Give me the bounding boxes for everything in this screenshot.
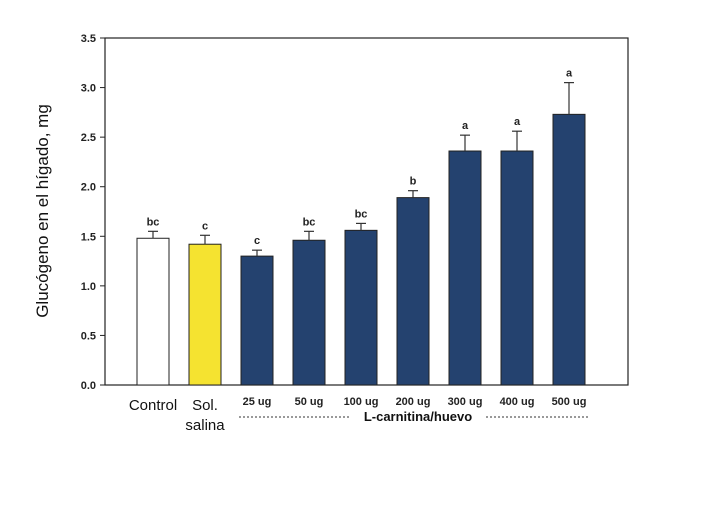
significance-label: bc xyxy=(303,216,316,228)
bar xyxy=(396,197,430,386)
y-tick-label: 0.5 xyxy=(81,330,96,342)
significance-label: a xyxy=(462,120,469,132)
category-label-line2: salina xyxy=(185,417,225,434)
category-label: 100 ug xyxy=(344,396,379,408)
y-tick-label: 0.0 xyxy=(81,380,96,392)
category-label: 200 ug xyxy=(396,396,431,408)
y-tick-label: 3.5 xyxy=(81,33,96,45)
significance-label: a xyxy=(514,116,521,128)
bar xyxy=(344,229,378,386)
significance-label: c xyxy=(254,235,260,247)
group-label: L-carnitina/huevo xyxy=(364,409,472,424)
category-label: Sol. xyxy=(192,397,218,414)
y-tick-label: 2.0 xyxy=(81,182,96,194)
category-label: 500 ug xyxy=(552,396,587,408)
bars xyxy=(136,82,586,386)
category-label: Control xyxy=(129,397,177,414)
significance-label: a xyxy=(566,68,573,80)
significance-label: b xyxy=(410,176,417,188)
category-label: 50 ug xyxy=(295,396,324,408)
bar xyxy=(448,150,482,386)
labels: 0.00.51.01.52.02.53.03.5bcControlcSol.sa… xyxy=(81,33,587,434)
significance-label: bc xyxy=(147,216,160,228)
y-tick-label: 2.5 xyxy=(81,132,96,144)
bar xyxy=(136,237,170,386)
bar xyxy=(500,150,534,386)
category-label: 400 ug xyxy=(500,396,535,408)
category-label: 300 ug xyxy=(448,396,483,408)
significance-label: c xyxy=(202,220,208,232)
bar xyxy=(552,113,586,386)
y-axis-label: Glucógeno en el hígado, mg xyxy=(33,104,52,318)
y-tick-label: 1.0 xyxy=(81,281,96,293)
significance-label: bc xyxy=(355,208,368,220)
bar xyxy=(240,255,274,386)
bar xyxy=(292,239,326,386)
y-tick-label: 3.0 xyxy=(81,83,96,95)
bar xyxy=(188,243,222,386)
y-tick-label: 1.5 xyxy=(81,231,96,243)
category-label: 25 ug xyxy=(243,396,272,408)
